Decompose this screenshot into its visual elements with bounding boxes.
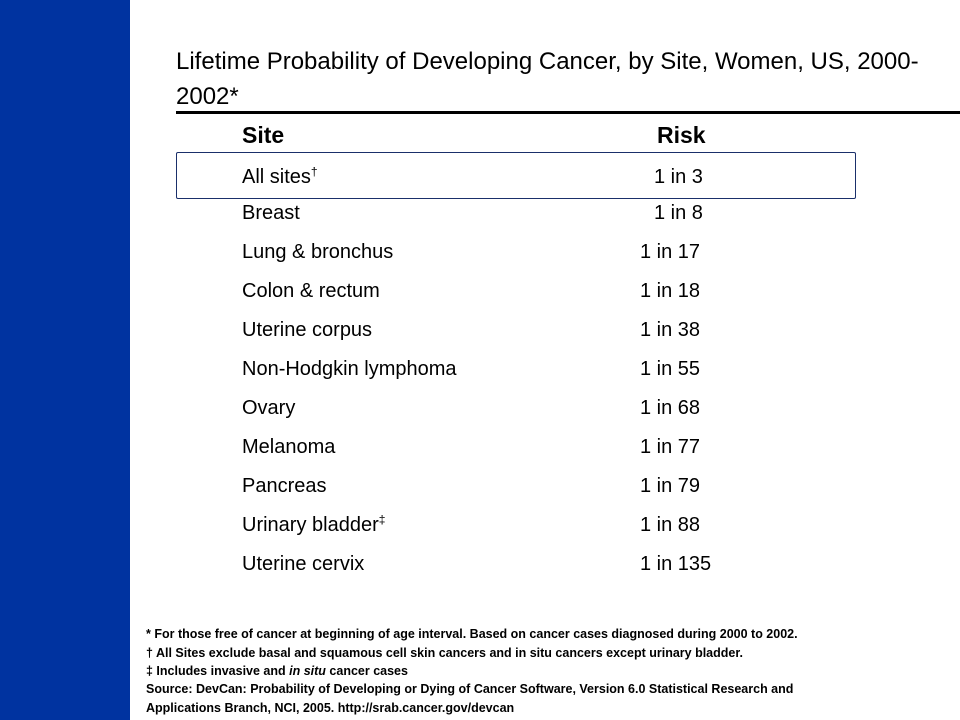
risk-column-header: Risk [657, 122, 706, 148]
risk-value: 1 in 18 [640, 280, 701, 302]
table-row: Ovary 1 in 68 [0, 397, 960, 427]
site-name: Lung & bronchus [242, 241, 393, 264]
table-row: Urinary bladder‡ 1 in 88 [0, 512, 960, 544]
site-label: All sites [242, 166, 311, 188]
footnote-double-dagger-post: cancer cases [325, 664, 408, 678]
site-label: Lung & bronchus [242, 241, 394, 263]
risk-value: 1 in 88 [640, 514, 701, 536]
footnote-source-line-2: Applications Branch, NCI, 2005. http://s… [146, 701, 515, 715]
table-row: Lung & bronchus 1 in 17 [0, 241, 960, 271]
footnote-asterisk: * For those free of cancer at beginning … [146, 627, 798, 641]
table-row: Uterine corpus 1 in 38 [0, 319, 960, 349]
table-row: Melanoma 1 in 77 [0, 436, 960, 466]
left-sidebar-band [0, 0, 130, 720]
risk-value: 1 in 55 [640, 358, 701, 380]
site-name: Non-Hodgkin lymphoma [242, 358, 457, 381]
footnote-mark: ‡ [378, 512, 386, 527]
table-row: Non-Hodgkin lymphoma 1 in 55 [0, 358, 960, 388]
footnote-double-dagger-em: in situ [289, 664, 326, 678]
site-label: Uterine cervix [242, 553, 365, 575]
table-row: All sites† 1 in 3 [0, 164, 960, 196]
site-label: Non-Hodgkin lymphoma [242, 358, 457, 380]
risk-value: 1 in 38 [640, 319, 701, 341]
footnotes: * For those free of cancer at beginning … [146, 625, 946, 718]
site-label: Melanoma [242, 436, 336, 458]
risk-value: 1 in 68 [640, 397, 701, 419]
site-name: Colon & rectum [242, 280, 380, 303]
title-divider [176, 111, 960, 114]
footnote-dagger: † All Sites exclude basal and squamous c… [146, 646, 744, 660]
site-label: Colon & rectum [242, 280, 380, 302]
site-label: Uterine corpus [242, 319, 373, 341]
footnote-mark: † [310, 164, 318, 179]
table-row: Uterine cervix 1 in 135 [0, 553, 960, 583]
table-row: Pancreas 1 in 79 [0, 475, 960, 505]
site-name: Uterine cervix [242, 553, 364, 576]
table-row: Breast 1 in 8 [0, 202, 960, 232]
footnote-double-dagger-pre: ‡ Includes invasive and [146, 664, 290, 678]
risk-value: 1 in 77 [640, 436, 701, 458]
site-name: Uterine corpus [242, 319, 372, 342]
site-column-header: Site [242, 122, 285, 148]
slide-title: Lifetime Probability of Developing Cance… [176, 48, 919, 110]
site-label: Breast [242, 202, 300, 224]
site-name: All sites† [242, 164, 318, 189]
site-name: Ovary [242, 397, 295, 420]
site-name: Pancreas [242, 475, 327, 498]
footnote-double-dagger: ‡ Includes invasive and in situ cancer c… [146, 663, 946, 680]
site-name: Urinary bladder‡ [242, 512, 386, 537]
risk-value: 1 in 3 [654, 166, 703, 188]
site-name: Breast [242, 202, 300, 225]
risk-value: 1 in 17 [640, 241, 701, 263]
risk-value: 1 in 79 [640, 475, 701, 497]
site-label: Pancreas [242, 475, 327, 497]
site-label: Ovary [242, 397, 296, 419]
site-label: Urinary bladder [242, 514, 379, 536]
risk-value: 1 in 135 [640, 553, 712, 575]
risk-value: 1 in 8 [654, 202, 703, 224]
footnote-source-line-1: Source: DevCan: Probability of Developin… [146, 682, 794, 696]
all-sites-highlight-box [176, 152, 856, 199]
site-name: Melanoma [242, 436, 335, 459]
table-row: Colon & rectum 1 in 18 [0, 280, 960, 310]
